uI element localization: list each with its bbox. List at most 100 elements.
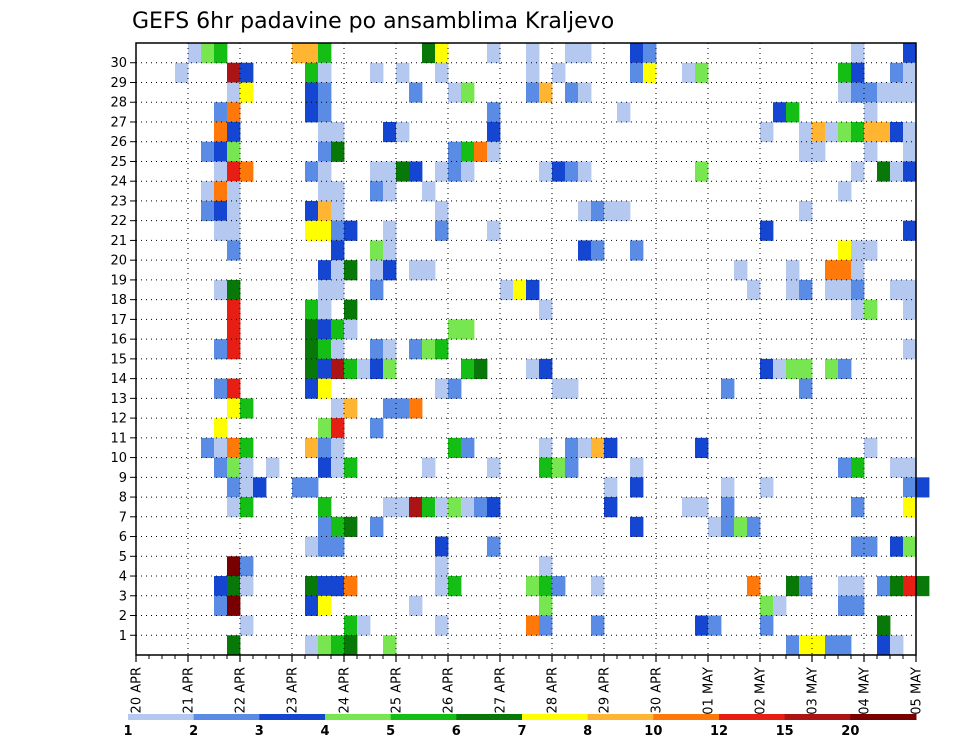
colorbar-swatch: [587, 714, 654, 720]
heatmap-cell: [318, 181, 332, 202]
heatmap-cell: [643, 62, 657, 83]
heatmap-cell: [331, 418, 345, 439]
heatmap-cell: [409, 398, 423, 419]
heatmap-cell: [396, 121, 410, 143]
heatmap-cell: [240, 82, 254, 103]
heatmap-cell: [318, 339, 332, 360]
heatmap-cell: [916, 576, 930, 597]
heatmap-cell: [383, 398, 397, 419]
heatmap-cell: [539, 595, 553, 616]
heatmap-cell: [799, 635, 813, 656]
heatmap-cell: [838, 260, 852, 281]
heatmap-cells: [175, 43, 930, 656]
heatmap-cell: [552, 161, 566, 182]
heatmap-cell: [838, 595, 852, 616]
heatmap-cell: [318, 378, 332, 399]
heatmap-cell: [513, 279, 527, 301]
heatmap-cell: [838, 181, 852, 202]
y-tick-label: 3: [119, 589, 127, 604]
heatmap-cell: [851, 595, 865, 616]
heatmap-cell: [591, 200, 605, 222]
heatmap-cell: [695, 62, 709, 83]
heatmap-cell: [747, 516, 761, 537]
heatmap-cell: [565, 82, 579, 103]
heatmap-cell: [344, 516, 358, 537]
heatmap-cell: [370, 240, 384, 261]
heatmap-cell: [370, 62, 384, 83]
heatmap-cell: [461, 161, 475, 182]
heatmap-cell: [903, 161, 917, 182]
colorbar-tick-label: 20: [841, 724, 859, 739]
heatmap-cell: [435, 576, 449, 597]
heatmap-cell: [695, 437, 709, 458]
heatmap-cell: [461, 358, 475, 380]
y-tick-label: 7: [119, 510, 127, 525]
heatmap-cell: [448, 319, 462, 340]
heatmap-cell: [461, 319, 475, 340]
y-tick-label: 20: [110, 254, 127, 269]
y-tick-label: 11: [110, 431, 127, 446]
heatmap-cell: [552, 62, 566, 83]
heatmap-cell: [786, 279, 800, 301]
heatmap-cell: [591, 615, 605, 636]
heatmap-cell: [526, 279, 540, 301]
x-tick-label: 30 APR: [650, 667, 665, 713]
x-tick-label: 29 APR: [598, 667, 613, 713]
colorbar-tick-label: 15: [776, 724, 794, 739]
heatmap-cell: [331, 576, 345, 597]
heatmap-cell: [201, 200, 215, 222]
heatmap-cell: [864, 299, 878, 320]
heatmap-cell: [409, 161, 423, 182]
heatmap-cell: [474, 358, 488, 380]
x-tick-label: 02 MAY: [754, 667, 769, 715]
heatmap-cell: [747, 279, 761, 301]
heatmap-cell: [487, 497, 501, 518]
colorbar-tick-label: 7: [517, 724, 526, 739]
heatmap-cell: [539, 161, 553, 182]
heatmap-cell: [864, 82, 878, 103]
heatmap-cell: [838, 358, 852, 380]
heatmap-cell: [500, 279, 514, 301]
heatmap-cell: [526, 82, 540, 103]
heatmap-cell: [578, 161, 592, 182]
heatmap-cell: [526, 358, 540, 380]
heatmap-cell: [305, 220, 319, 241]
heatmap-cell: [435, 536, 449, 557]
heatmap-cell: [370, 358, 384, 380]
heatmap-cell: [812, 121, 826, 143]
heatmap-cell: [890, 576, 904, 597]
heatmap-cell: [903, 576, 917, 597]
heatmap-cell: [448, 576, 462, 597]
heatmap-cell: [305, 299, 319, 320]
heatmap-cell: [227, 398, 241, 419]
heatmap-cell: [435, 200, 449, 222]
heatmap-cell: [344, 220, 358, 241]
heatmap-cell: [812, 635, 826, 656]
heatmap-cell: [786, 102, 800, 123]
heatmap-cell: [422, 260, 436, 281]
heatmap-cell: [682, 62, 696, 83]
y-tick-label: 4: [119, 570, 127, 585]
heatmap-cell: [331, 457, 345, 478]
heatmap-cell: [409, 260, 423, 281]
y-tick-label: 10: [110, 451, 127, 466]
heatmap-cell: [708, 615, 722, 636]
heatmap-cell: [565, 161, 579, 182]
heatmap-cell: [227, 497, 241, 518]
heatmap-cell: [877, 161, 891, 182]
heatmap-cell: [565, 43, 579, 64]
y-tick-label: 5: [119, 550, 127, 565]
heatmap-cell: [708, 516, 722, 537]
heatmap-cell: [851, 82, 865, 103]
heatmap-cell: [903, 82, 917, 103]
heatmap-cell: [227, 279, 241, 301]
heatmap-cell: [630, 457, 644, 478]
heatmap-cell: [903, 43, 917, 64]
heatmap-cell: [240, 161, 254, 182]
y-tick-label: 12: [110, 412, 127, 427]
heatmap-cell: [344, 398, 358, 419]
heatmap-cell: [318, 102, 332, 123]
heatmap-cell: [786, 358, 800, 380]
heatmap-cell: [331, 635, 345, 656]
heatmap-cell: [604, 437, 618, 458]
